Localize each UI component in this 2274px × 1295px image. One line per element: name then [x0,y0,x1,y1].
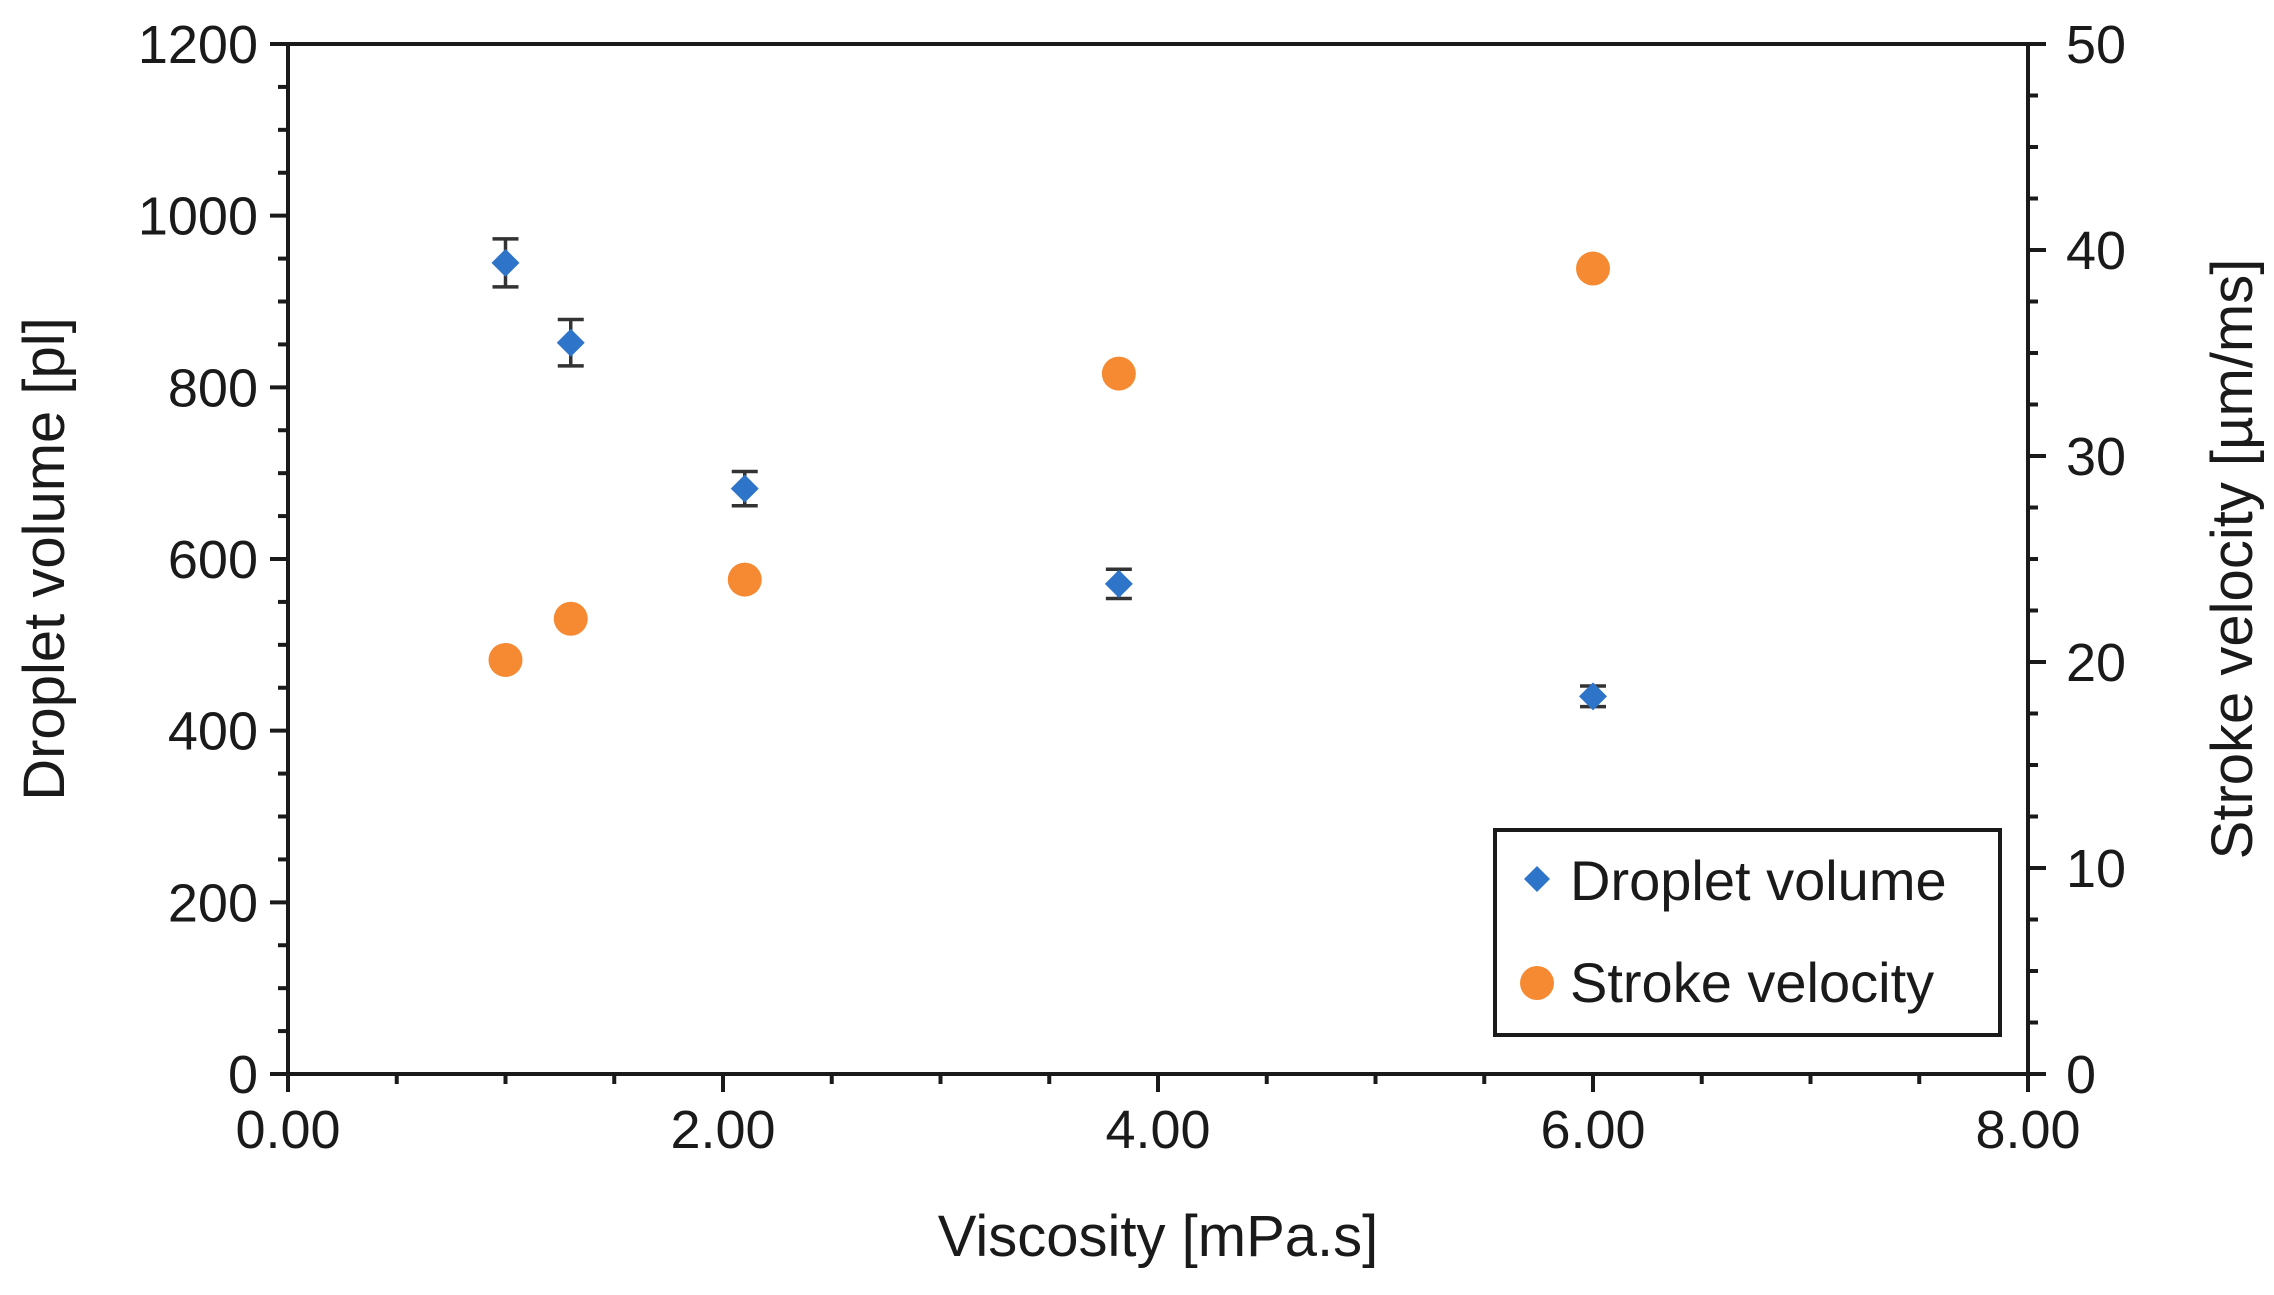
y2-tick-label: 10 [2066,839,2126,899]
y-tick-label: 1000 [138,187,258,247]
y2-tick-label: 0 [2066,1045,2096,1105]
y-tick-label: 1200 [138,15,258,75]
droplet-volume-point [730,474,759,503]
droplet-volume-point [1104,569,1133,598]
x-axis-title: Viscosity [mPa.s] [938,1204,1379,1269]
legend-circle-marker [1520,966,1554,1000]
x-axis-ticks: 0.00 2.00 4.00 6.00 8.00 [235,1074,2081,1160]
stroke-velocity-point [1576,251,1610,286]
series-layer [488,237,1610,711]
y-tick-label: 0 [228,1045,258,1105]
y2-axis-ticks: 0 10 20 30 40 50 [2028,15,2126,1105]
stroke-velocity-point [488,642,523,677]
y-tick-label: 600 [168,530,258,590]
legend-box [1493,828,2002,1037]
y2-tick-label: 30 [2066,427,2126,487]
x-tick-label: 8.00 [1975,1100,2080,1160]
legend-diamond-marker [1524,866,1550,892]
x-tick-label: 6.00 [1540,1100,1645,1160]
x-tick-label: 2.00 [670,1100,775,1160]
y2-tick-label: 20 [2066,633,2126,693]
droplet-volume-point [556,328,585,357]
y2-axis-title: Stroke velocity [µm/ms] [2200,259,2265,860]
legend: Droplet volume Stroke velocity [1493,828,2002,1037]
stroke-velocity-point [553,601,588,636]
y-axis-ticks: 0 200 400 600 800 1000 1200 [138,15,288,1105]
y2-tick-label: 40 [2066,221,2126,281]
stroke-velocity-point [1101,356,1136,391]
y-tick-label: 800 [168,358,258,418]
stroke-velocity-point [727,562,762,597]
droplet-volume-point [1579,682,1607,711]
x-tick-label: 0.00 [235,1100,340,1160]
x-tick-label: 4.00 [1105,1100,1210,1160]
y2-tick-label: 50 [2066,15,2126,75]
legend-label-droplet-volume: Droplet volume [1570,849,1947,912]
y-axis-title: Droplet volume [pl] [12,317,77,801]
droplet-volume-point [491,248,520,277]
y-tick-label: 400 [168,702,258,762]
legend-label-stroke-velocity: Stroke velocity [1570,951,1934,1014]
y-tick-label: 200 [168,873,258,933]
